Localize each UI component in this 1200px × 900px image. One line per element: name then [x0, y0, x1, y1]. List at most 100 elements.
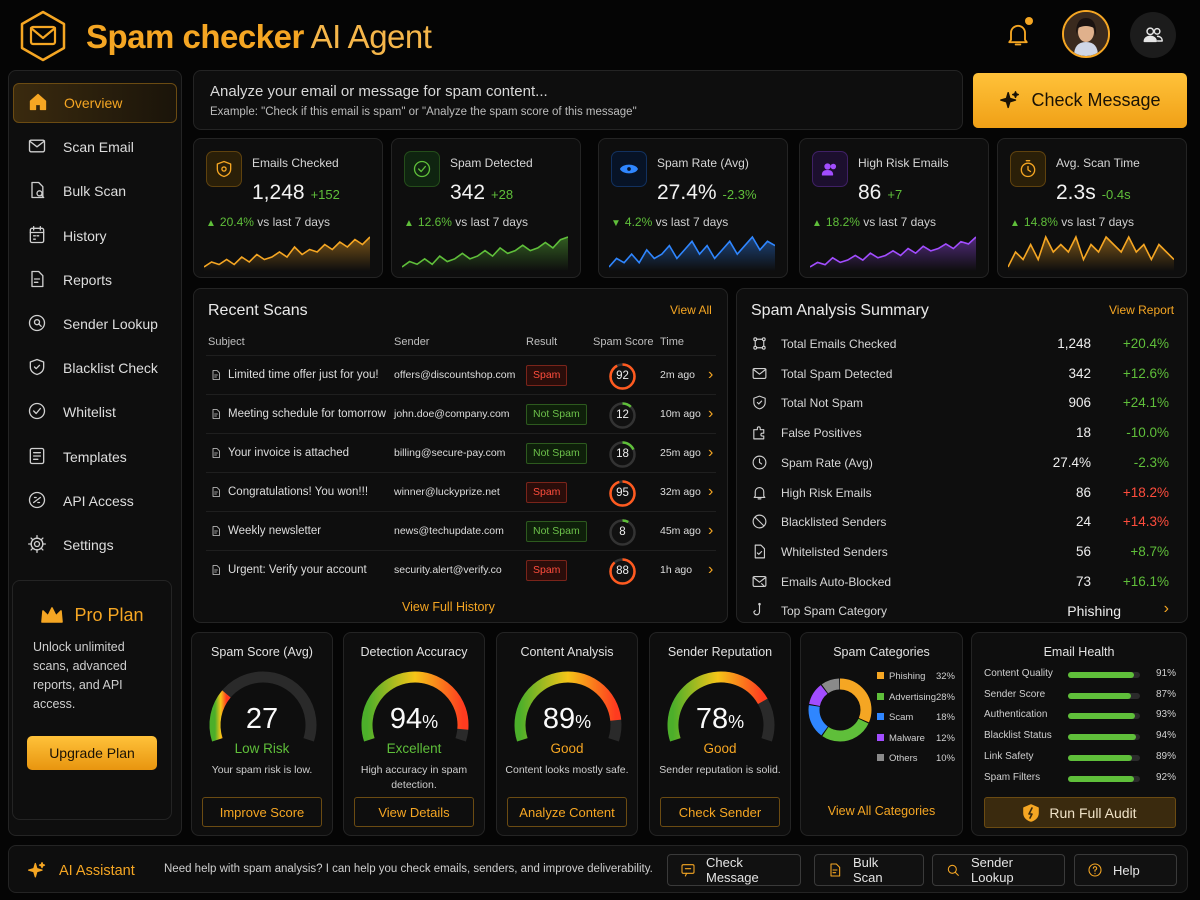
chevron-right-icon[interactable]: › [708, 522, 714, 539]
sidebar-item-reports[interactable]: Reports [13, 260, 177, 300]
detection-accuracy-button[interactable]: View Details [354, 797, 474, 827]
summary-row: Top Spam Category Phishing › [749, 596, 1177, 625]
sidebar-item-scan-email[interactable]: Scan Email [13, 127, 177, 167]
category-legend-item: Advertising 28% [877, 692, 957, 703]
view-report-link[interactable]: View Report [1109, 303, 1175, 317]
scan-sender: winner@luckyprize.net [394, 486, 500, 498]
assistant-button-label: Bulk Scan [853, 855, 883, 885]
category-legend-item: Scam 18% [877, 712, 957, 723]
stat-label: Emails Checked [252, 156, 339, 170]
summary-value: 1,248 [1057, 336, 1091, 351]
health-row: Content Quality 91% [984, 668, 1178, 684]
users-icon[interactable] [1130, 12, 1176, 58]
gauge-title: Detection Accuracy [360, 645, 468, 659]
stat-value-row: 1,248 +152 [252, 181, 340, 205]
health-bar [1068, 692, 1140, 699]
summary-value: Phishing [1067, 603, 1121, 620]
stat-value: 1,248 [252, 181, 305, 204]
category-name: Phishing [889, 671, 926, 682]
chevron-right-icon[interactable]: › [708, 444, 714, 461]
sidebar-item-api-access[interactable]: API Access [13, 481, 177, 521]
recent-scans-panel: Recent Scans View All Subject Sender Res… [193, 288, 728, 623]
chevron-right-icon[interactable]: › [708, 561, 714, 578]
stat-sparkline [609, 235, 775, 271]
table-row[interactable]: Meeting schedule for tomorrow john.doe@co… [206, 394, 716, 433]
stat-trend-text: vs last 7 days [859, 215, 936, 229]
upgrade-plan-button[interactable]: Upgrade Plan [27, 736, 157, 770]
app-title-sub: AI Agent [303, 18, 432, 55]
puzzle-icon [751, 424, 768, 441]
health-percent: 92% [1155, 771, 1176, 783]
assistant-check-message-button[interactable]: Check Message [667, 854, 801, 886]
chevron-right-icon[interactable]: › [708, 483, 714, 500]
sidebar-item-sender-lookup[interactable]: Sender Lookup [13, 304, 177, 344]
content-analysis-button[interactable]: Analyze Content [507, 797, 627, 827]
scan-sender: john.doe@company.com [394, 408, 510, 420]
notification-dot [1025, 17, 1033, 25]
assistant-bulk-scan-button[interactable]: Bulk Scan [814, 854, 924, 886]
table-row[interactable]: Your invoice is attached billing@secure-p… [206, 433, 716, 472]
table-row[interactable]: Urgent: Verify your account security.aler… [206, 550, 716, 589]
sidebar-item-templates[interactable]: Templates [13, 437, 177, 477]
table-row[interactable]: Weekly newsletter news@techupdate.com Not … [206, 511, 716, 550]
view-full-history-link[interactable]: View Full History [402, 600, 495, 614]
legend-swatch [877, 754, 884, 761]
scan-subject: Congratulations! You won!!! [228, 486, 369, 498]
spam-score-avg-button[interactable]: Improve Score [202, 797, 322, 827]
view-all-link[interactable]: View All [670, 303, 712, 317]
sidebar-item-label: Scan Email [63, 139, 134, 156]
run-full-audit-button[interactable]: Run Full Audit [984, 797, 1176, 828]
sidebar-item-history[interactable]: History [13, 216, 177, 256]
table-row[interactable]: Congratulations! You won!!! winner@luckyp… [206, 472, 716, 511]
col-header-spam-score: Spam Score [593, 336, 654, 348]
email-health-panel: Email Health Content Quality 91% Sender Sc… [971, 632, 1187, 836]
health-percent: 89% [1155, 750, 1176, 762]
check-circle-icon [27, 401, 49, 423]
summary-row: Total Not Spam 906 +24.1% [749, 388, 1177, 417]
gauge-status: Good [703, 741, 737, 756]
table-row[interactable]: Limited time offer just for you! offers@d… [206, 355, 716, 394]
summary-value: 73 [1075, 573, 1091, 589]
stat-change: -0.4s [1101, 187, 1131, 202]
assistant-help-button[interactable]: Help [1074, 854, 1177, 886]
donut-slice [808, 678, 872, 742]
stat-trend-text: vs last 7 days [652, 215, 729, 229]
bell-icon[interactable] [1004, 20, 1032, 48]
category-name: Advertising [889, 691, 936, 703]
blocked-icon [751, 513, 768, 530]
gauge-description: Content looks mostly safe. [505, 764, 629, 776]
gauge-card-sender-reputation: Sender Reputation 78% Good Sender reputati… [649, 632, 791, 836]
stat-trend: ▲ 14.8% vs last 7 days [1010, 215, 1134, 229]
reports-icon [27, 269, 49, 291]
stat-sparkline [810, 236, 976, 271]
sidebar-item-settings[interactable]: Settings [13, 525, 177, 565]
message-input[interactable]: Analyze your email or message for spam c… [193, 70, 963, 130]
recent-scans-title: Recent Scans [208, 302, 308, 319]
chevron-right-icon[interactable]: › [1163, 600, 1169, 618]
check-message-button[interactable]: Check Message [973, 73, 1187, 128]
spam-score-ring: 92 [608, 362, 637, 391]
view-all-categories-link[interactable]: View All Categories [827, 804, 936, 818]
sidebar-item-overview[interactable]: Overview [13, 83, 177, 123]
chevron-right-icon[interactable]: › [708, 366, 714, 383]
summary-label: Top Spam Category [781, 604, 888, 619]
sidebar-item-whitelist[interactable]: Whitelist [13, 392, 177, 432]
sidebar-item-blacklist-check[interactable]: Blacklist Check [13, 348, 177, 388]
gauge-arc [203, 663, 323, 743]
crown-icon [40, 606, 64, 626]
categories-donut-chart [808, 678, 872, 742]
assistant-sender-lookup-button[interactable]: Sender Lookup [932, 854, 1065, 886]
sidebar-item-bulk-scan[interactable]: Bulk Scan [13, 171, 177, 211]
avatar[interactable] [1062, 10, 1110, 58]
api-icon [27, 490, 49, 512]
spam-score-ring: 88 [608, 557, 637, 586]
result-badge: Not Spam [526, 404, 587, 425]
spam-analysis-summary-panel: Spam Analysis Summary View Report Total … [736, 288, 1188, 623]
chevron-right-icon[interactable]: › [708, 405, 714, 422]
summary-change: -2.3% [1133, 454, 1169, 470]
sender-reputation-button[interactable]: Check Sender [660, 797, 780, 827]
summary-row: High Risk Emails 86 +18.2% [749, 478, 1177, 507]
email-health-title: Email Health [1043, 645, 1115, 659]
doc-icon [827, 862, 843, 878]
health-bar-fill [1068, 692, 1131, 699]
